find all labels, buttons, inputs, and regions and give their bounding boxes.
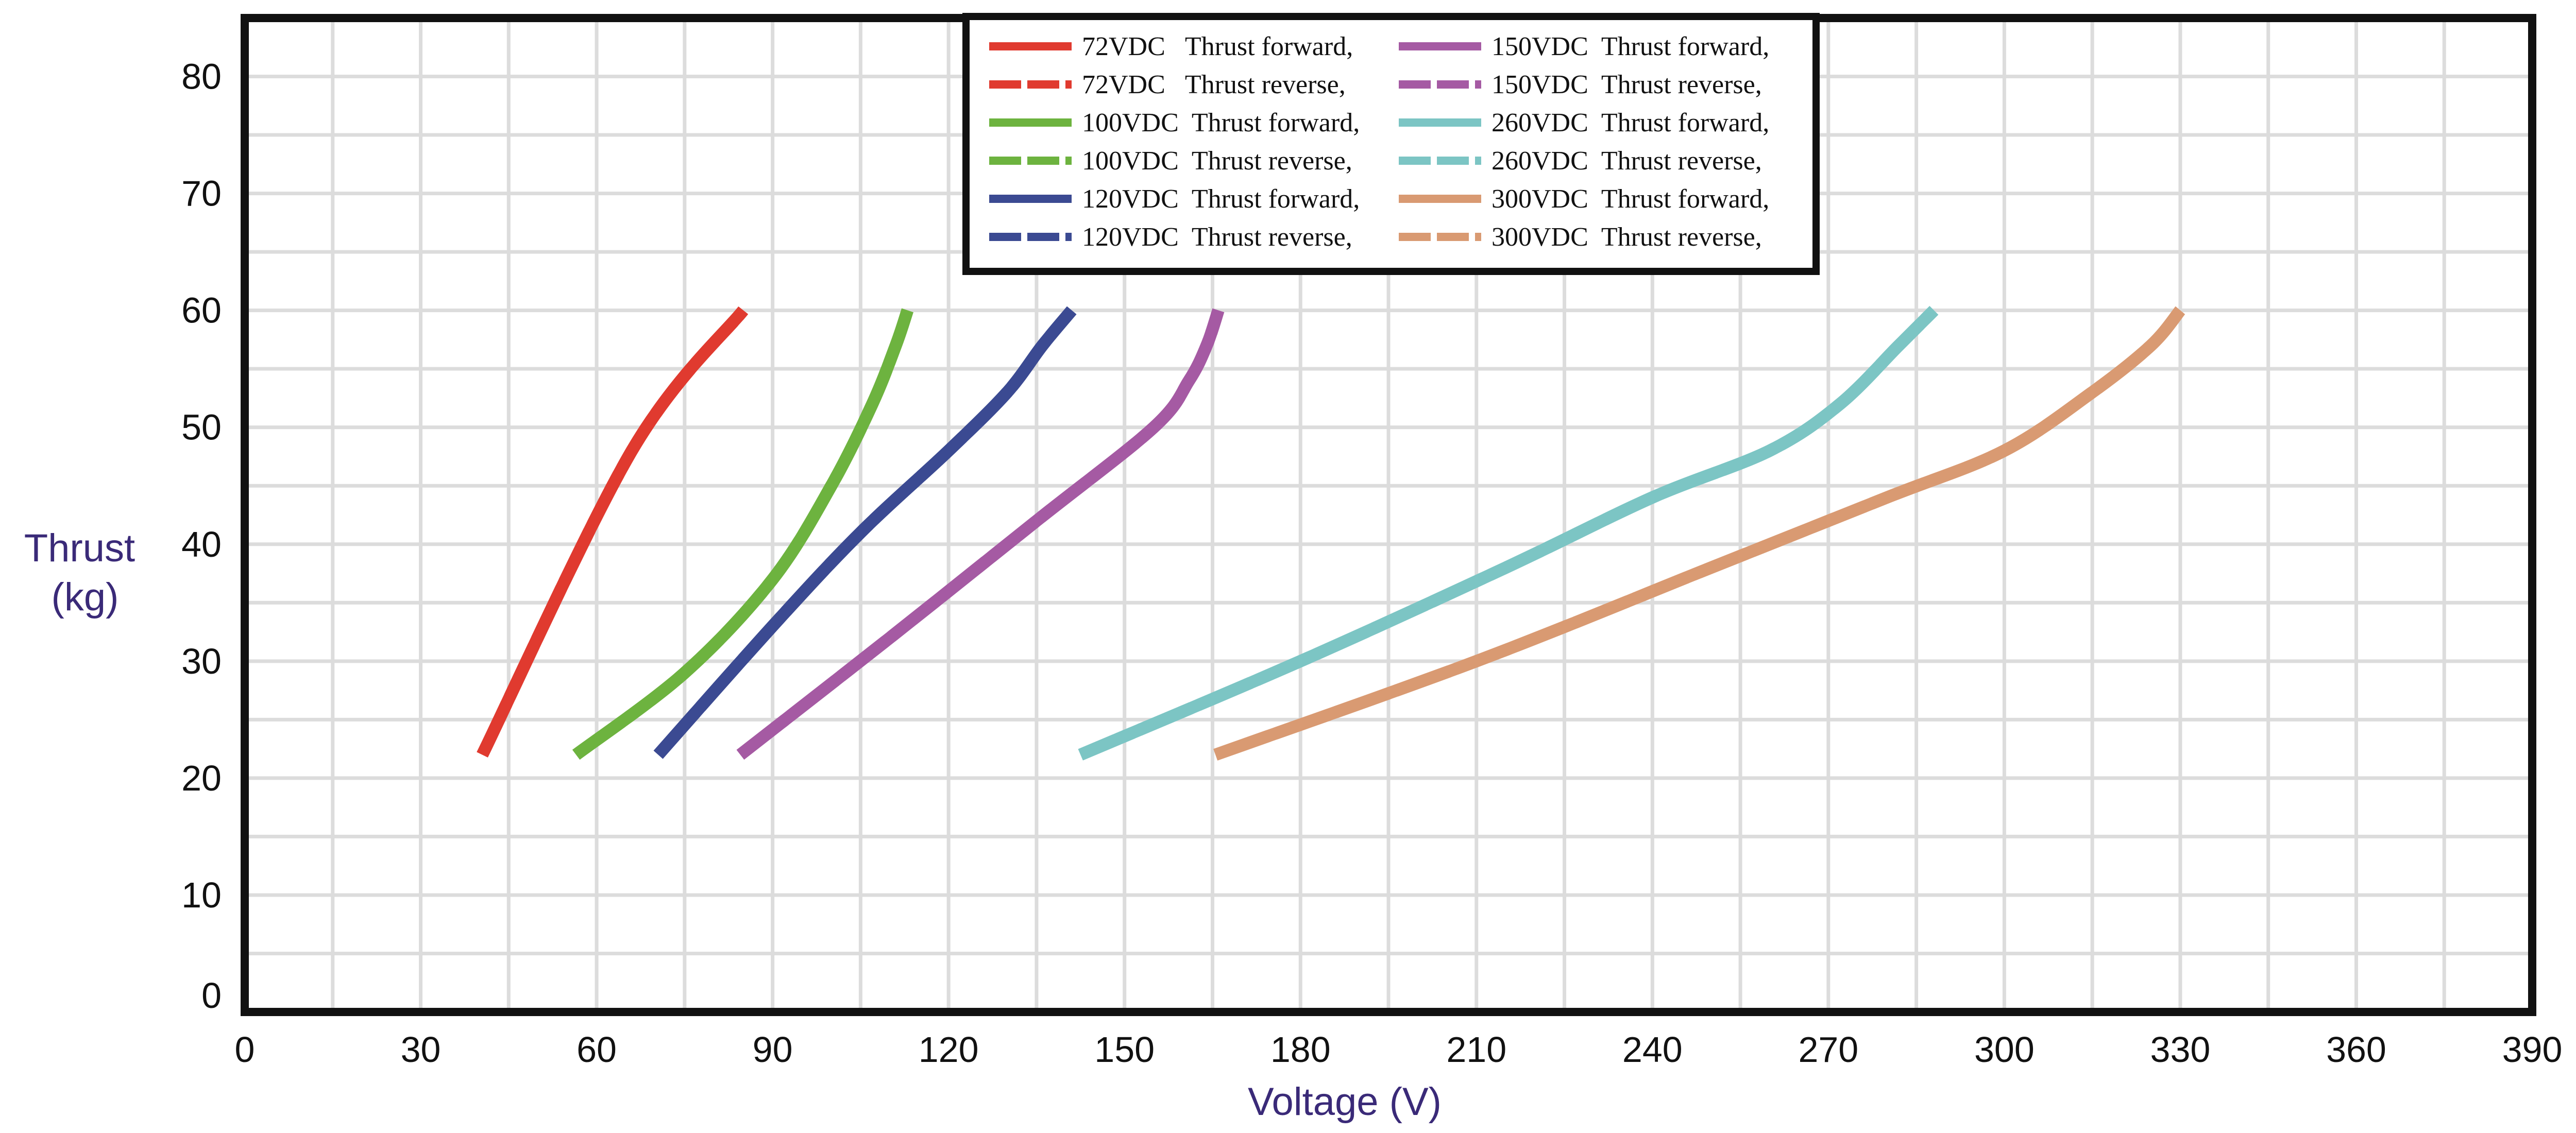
- series-line-10: [1213, 306, 2185, 761]
- legend: 72VDC Thrust forward, 72VDC Thrust revers…: [962, 13, 1820, 275]
- y-tick-label: 80: [181, 57, 222, 97]
- x-tick-labels: 0 30 60 90 120 150 180 210 240 270 300 330 360 390: [235, 1029, 2563, 1070]
- x-tick-label: 30: [401, 1029, 441, 1070]
- x-tick-label: 390: [2502, 1029, 2563, 1070]
- y-tick-label: 60: [181, 290, 222, 331]
- x-tick-label: 210: [1446, 1029, 1506, 1070]
- y-axis-title-line-2: (kg): [52, 575, 119, 619]
- y-tick-labels: 0 10 20 30 40 50 60 70 80: [181, 57, 222, 1016]
- legend-entry-8: 260VDC Thrust forward,: [1492, 108, 1769, 138]
- x-tick-label: 120: [919, 1029, 979, 1070]
- x-tick-label: 90: [753, 1029, 793, 1070]
- y-axis-title: Thrust (kg): [24, 526, 146, 619]
- series-line-6: [736, 308, 1225, 760]
- legend-entry-1: 72VDC Thrust reverse,: [1082, 70, 1346, 99]
- legend-entry-6: 150VDC Thrust forward,: [1492, 32, 1769, 61]
- series-line-3: [572, 308, 913, 760]
- legend-entry-10: 300VDC Thrust forward,: [1492, 184, 1769, 214]
- y-tick-label: 30: [181, 641, 222, 681]
- series-line-5: [653, 306, 1077, 759]
- x-tick-label: 180: [1270, 1029, 1331, 1070]
- x-axis-title: Voltage (V): [1248, 1080, 1442, 1124]
- x-tick-label: 360: [2326, 1029, 2386, 1070]
- x-tick-label: 60: [577, 1029, 617, 1070]
- x-tick-label: 270: [1798, 1029, 1858, 1070]
- y-tick-label: 40: [181, 524, 222, 564]
- legend-box: [962, 13, 1820, 275]
- series-line-1: [477, 306, 749, 758]
- legend-entry-5: 120VDC Thrust reverse,: [1082, 222, 1352, 252]
- series-line-0: [477, 306, 749, 758]
- y-tick-label: 50: [181, 407, 222, 448]
- y-axis-title-line-1: Thrust: [24, 526, 135, 570]
- x-tick-label: 150: [1094, 1029, 1155, 1070]
- series-line-7: [736, 308, 1225, 760]
- legend-entry-9: 260VDC Thrust reverse,: [1492, 146, 1762, 176]
- x-tick-label: 240: [1622, 1029, 1683, 1070]
- y-tick-label: 70: [181, 174, 222, 214]
- legend-entry-3: 100VDC Thrust reverse,: [1082, 146, 1352, 176]
- x-tick-label: 330: [2150, 1029, 2211, 1070]
- legend-entry-2: 100VDC Thrust forward,: [1082, 108, 1360, 138]
- y-tick-label: 20: [181, 758, 222, 798]
- series-line-9: [1078, 306, 1939, 761]
- legend-entry-11: 300VDC Thrust reverse,: [1492, 222, 1762, 252]
- y-tick-label: 10: [181, 875, 222, 915]
- series-lines: [477, 306, 2185, 761]
- x-tick-label: 0: [235, 1029, 255, 1070]
- legend-entry-0: 72VDC Thrust forward,: [1082, 32, 1353, 61]
- legend-entry-7: 150VDC Thrust reverse,: [1492, 70, 1762, 99]
- series-line-11: [1213, 306, 2185, 761]
- x-tick-label: 300: [1974, 1029, 2035, 1070]
- legend-entry-4: 120VDC Thrust forward,: [1082, 184, 1360, 214]
- y-tick-label: 0: [201, 975, 222, 1016]
